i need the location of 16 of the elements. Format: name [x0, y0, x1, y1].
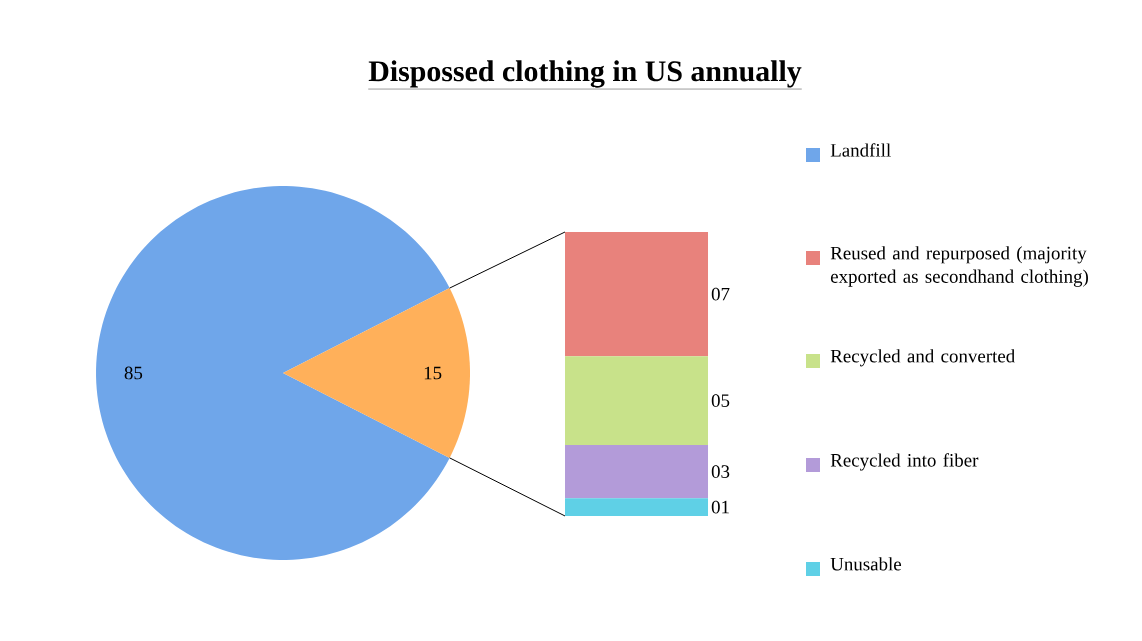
chart-title: Dispossed clothing in US annually: [368, 60, 802, 88]
data-label: 03: [711, 465, 730, 478]
legend-label: Unusable: [830, 557, 902, 571]
data-label: 01: [711, 500, 729, 514]
data-label: 15: [424, 366, 442, 380]
data-label: 85: [124, 366, 143, 380]
legend-label: Recycled and converted: [830, 349, 1015, 367]
data-label: 07: [711, 287, 730, 301]
data-label: 05: [711, 394, 730, 407]
bar: [565, 356, 709, 445]
bar: [565, 444, 709, 499]
legend-label: Recycled into fiber: [830, 453, 979, 471]
bar: [565, 498, 709, 516]
legend-label: Reused and repurposed (majority exported as secondhand clothing): [830, 246, 1088, 287]
bar: [565, 231, 709, 357]
legend-label: Landfill: [830, 143, 891, 157]
